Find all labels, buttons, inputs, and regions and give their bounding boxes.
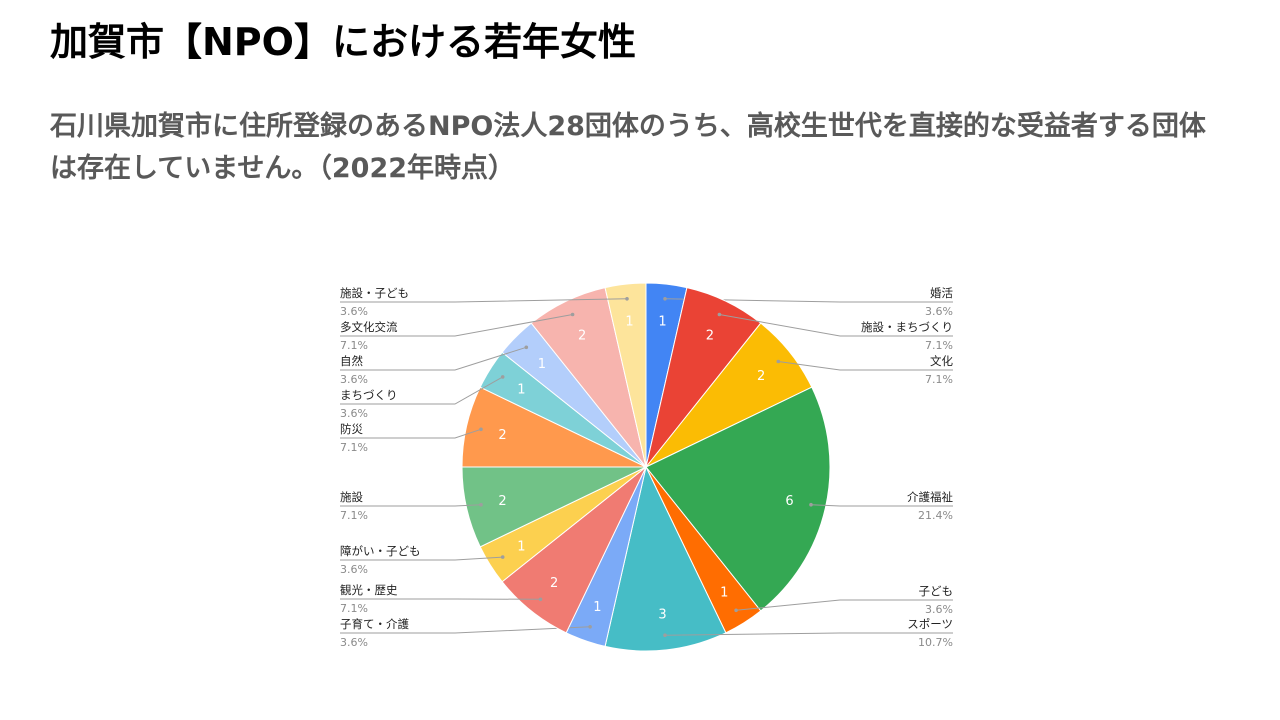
leader-line — [340, 428, 482, 439]
slice-percent-label: 7.1% — [925, 373, 953, 386]
slice-percent-label: 3.6% — [340, 563, 368, 576]
page-title: 加賀市【NPO】における若年女性 — [50, 20, 636, 64]
slice-category-label: 障がい・子ども — [340, 544, 421, 558]
leader-line — [340, 504, 482, 507]
slice-percent-label: 10.7% — [918, 636, 953, 649]
leader-line — [340, 556, 503, 561]
pie-slice — [604, 465, 727, 652]
leader-line — [340, 626, 591, 634]
slice-percent-label: 3.6% — [925, 305, 953, 318]
slice-value-label: 1 — [517, 539, 525, 554]
slice-percent-label: 3.6% — [925, 603, 953, 616]
slice-value-label: 1 — [625, 315, 633, 330]
slice-category-label: 文化 — [930, 354, 953, 368]
pie-slice — [604, 282, 647, 468]
slice-category-label: 子育て・介護 — [340, 617, 409, 631]
slice-value-label: 3 — [658, 607, 666, 622]
slice-value-label: 1 — [517, 383, 525, 398]
slice-percent-label: 3.6% — [340, 305, 368, 318]
slice-percent-label: 21.4% — [918, 509, 953, 522]
slice-value-label: 2 — [550, 576, 558, 591]
leader-line — [778, 361, 953, 371]
slice-value-label: 2 — [757, 369, 765, 384]
leader-line — [810, 504, 953, 507]
slice-value-label: 1 — [658, 315, 666, 330]
slice-category-label: 多文化交流 — [340, 320, 398, 334]
slice-value-label: 1 — [538, 357, 546, 372]
slice-category-label: 防災 — [340, 422, 363, 436]
leader-line — [719, 314, 953, 337]
slice-value-label: 6 — [785, 494, 793, 509]
slice-category-label: 観光・歴史 — [340, 583, 398, 597]
slice-category-label: スポーツ — [907, 617, 953, 631]
leader-line — [736, 599, 953, 611]
slice-value-label: 2 — [498, 428, 506, 443]
slice-category-label: 施設・まちづくり — [861, 320, 953, 334]
slice-category-label: 施設 — [340, 490, 363, 504]
slice-percent-label: 7.1% — [340, 339, 368, 352]
slice-percent-label: 3.6% — [340, 636, 368, 649]
slice-value-label: 2 — [706, 328, 714, 343]
slice-percent-label: 7.1% — [340, 441, 368, 454]
pie-slice — [645, 386, 831, 612]
slice-value-label: 1 — [593, 600, 601, 615]
leader-line — [340, 376, 503, 405]
slice-percent-label: 7.1% — [340, 602, 368, 615]
slice-category-label: 自然 — [340, 354, 363, 368]
slice-percent-label: 3.6% — [340, 407, 368, 420]
page-subtitle: 石川県加賀市に住所登録のあるNPO法人28団体のうち、高校生世代を直接的な受益者… — [50, 111, 1206, 184]
slice-category-label: 施設・子ども — [340, 286, 409, 300]
slice-value-label: 2 — [498, 494, 506, 509]
slice-category-label: まちづくり — [340, 388, 398, 402]
leader-line — [664, 632, 953, 636]
slice-value-label: 2 — [578, 328, 586, 343]
slice-percent-label: 3.6% — [340, 373, 368, 386]
slice-percent-label: 7.1% — [925, 339, 953, 352]
slice-category-label: 婚活 — [930, 286, 953, 300]
slice-category-label: 子ども — [919, 584, 954, 598]
leader-line — [340, 346, 527, 371]
leader-line — [340, 298, 628, 303]
slice-value-label: 1 — [720, 586, 728, 601]
slice-percent-label: 7.1% — [340, 509, 368, 522]
leader-line — [340, 314, 573, 337]
slice-category-label: 介護福祉 — [907, 490, 953, 504]
